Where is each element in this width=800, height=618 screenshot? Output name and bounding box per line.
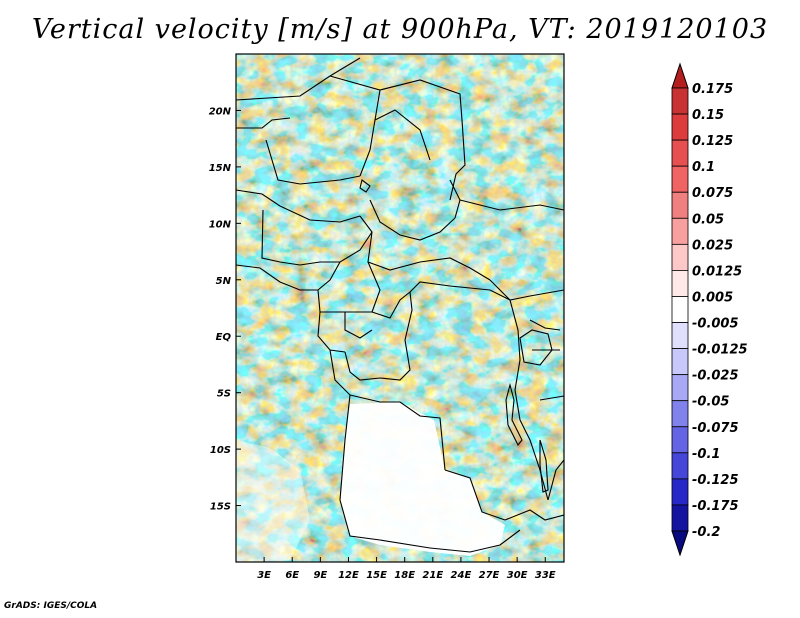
colorbar-swatch — [671, 165, 689, 193]
colorbar-label: 0.0125 — [692, 264, 742, 279]
x-tick-label: 33E — [535, 570, 556, 581]
colorbar-label: 0.175 — [692, 82, 733, 97]
colorbar-swatch — [671, 348, 689, 376]
x-tick-label: 30E — [507, 570, 528, 581]
map-frame — [235, 53, 565, 563]
colorbar-label: -0.005 — [692, 317, 739, 332]
colorbar-label: 0.05 — [692, 212, 724, 227]
grads-credit: GrADS: IGES/COLA — [4, 601, 98, 611]
x-tick-label: 18E — [394, 570, 415, 581]
colorbar-swatch — [671, 478, 689, 506]
x-axis: 3E 6E 9E 12E 15E 18E 21E 24E 27E 30E 33E — [257, 557, 556, 581]
colorbar-swatch — [671, 452, 689, 480]
country-boundaries — [236, 57, 564, 553]
colorbar-label: -0.125 — [692, 473, 739, 488]
velocity-field — [236, 54, 564, 562]
y-tick-label: 5S — [217, 389, 231, 400]
colorbar-swatch — [671, 87, 689, 115]
y-tick-label: 10S — [210, 445, 231, 456]
colorbar-swatch — [671, 426, 689, 454]
y-axis: 20N 15N 10N 5N EQ 5S 10S 15S — [209, 106, 241, 513]
colorbar-label: -0.0125 — [692, 343, 748, 358]
map-title: Vertical velocity [m/s] at 900hPa, VT: 2… — [31, 14, 769, 45]
colorbar-swatch — [671, 374, 689, 402]
x-tick-label: 27E — [479, 570, 500, 581]
y-tick-label: 15N — [209, 163, 232, 174]
colorbar-label: -0.05 — [692, 395, 729, 410]
colorbar-swatch — [671, 400, 689, 428]
colorbar-swatch — [671, 191, 689, 219]
y-tick-label: EQ — [216, 332, 232, 343]
colorbar-swatch — [671, 139, 689, 167]
colorbar-swatch — [671, 113, 689, 141]
colorbar-label: -0.1 — [692, 447, 720, 462]
colorbar-label: -0.175 — [692, 499, 739, 514]
x-tick-label: 9E — [313, 570, 327, 581]
colorbar-swatch — [671, 296, 689, 323]
y-tick-label: 15S — [210, 502, 231, 513]
x-tick-label: 24E — [451, 570, 472, 581]
x-tick-label: 15E — [366, 570, 387, 581]
colorbar-label: 0.1 — [692, 160, 715, 175]
colorbar-swatch — [671, 504, 689, 532]
colorbar-min-arrow — [671, 530, 689, 557]
colorbar: 0.175 0.15 0.125 0.1 0.075 0.05 0.025 0.0125 0.0… — [671, 62, 748, 557]
colorbar-max-arrow — [671, 62, 689, 89]
colorbar-swatch — [671, 322, 689, 349]
x-tick-label: 3E — [257, 570, 271, 581]
colorbar-swatch — [671, 270, 689, 297]
y-tick-label: 10N — [209, 219, 232, 230]
colorbar-label: -0.025 — [692, 369, 739, 384]
colorbar-label: 0.125 — [692, 134, 733, 149]
x-tick-label: 21E — [422, 570, 443, 581]
colorbar-label: 0.025 — [692, 238, 733, 253]
x-tick-label: 12E — [338, 570, 359, 581]
colorbar-label: 0.005 — [692, 290, 733, 305]
y-tick-label: 5N — [216, 276, 232, 287]
colorbar-label: -0.075 — [692, 421, 739, 436]
colorbar-label: 0.15 — [692, 108, 724, 123]
colorbar-label: -0.2 — [692, 525, 720, 540]
x-tick-label: 6E — [285, 570, 299, 581]
colorbar-label: 0.075 — [692, 186, 733, 201]
y-tick-label: 20N — [209, 106, 232, 117]
colorbar-swatch — [671, 243, 689, 271]
colorbar-swatch — [671, 217, 689, 245]
